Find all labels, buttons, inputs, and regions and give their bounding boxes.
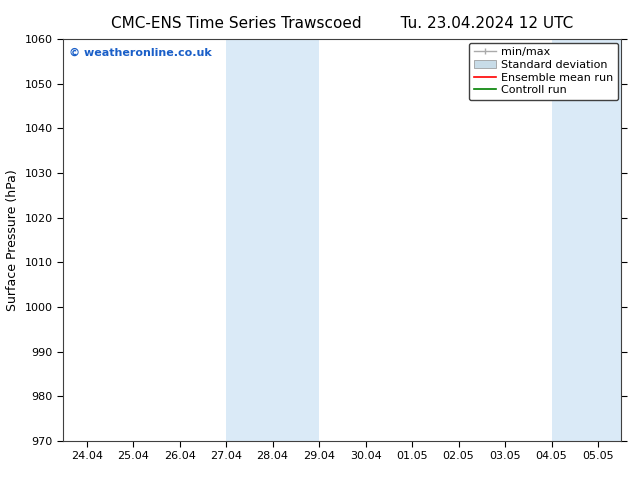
Text: © weatheronline.co.uk: © weatheronline.co.uk [69,47,212,57]
Y-axis label: Surface Pressure (hPa): Surface Pressure (hPa) [6,169,19,311]
Title: CMC-ENS Time Series Trawscoed        Tu. 23.04.2024 12 UTC: CMC-ENS Time Series Trawscoed Tu. 23.04.… [111,16,574,31]
Bar [552,39,621,441]
Bar [226,39,319,441]
Legend: min/max, Standard deviation, Ensemble mean run, Controll run: min/max, Standard deviation, Ensemble me… [469,43,618,100]
